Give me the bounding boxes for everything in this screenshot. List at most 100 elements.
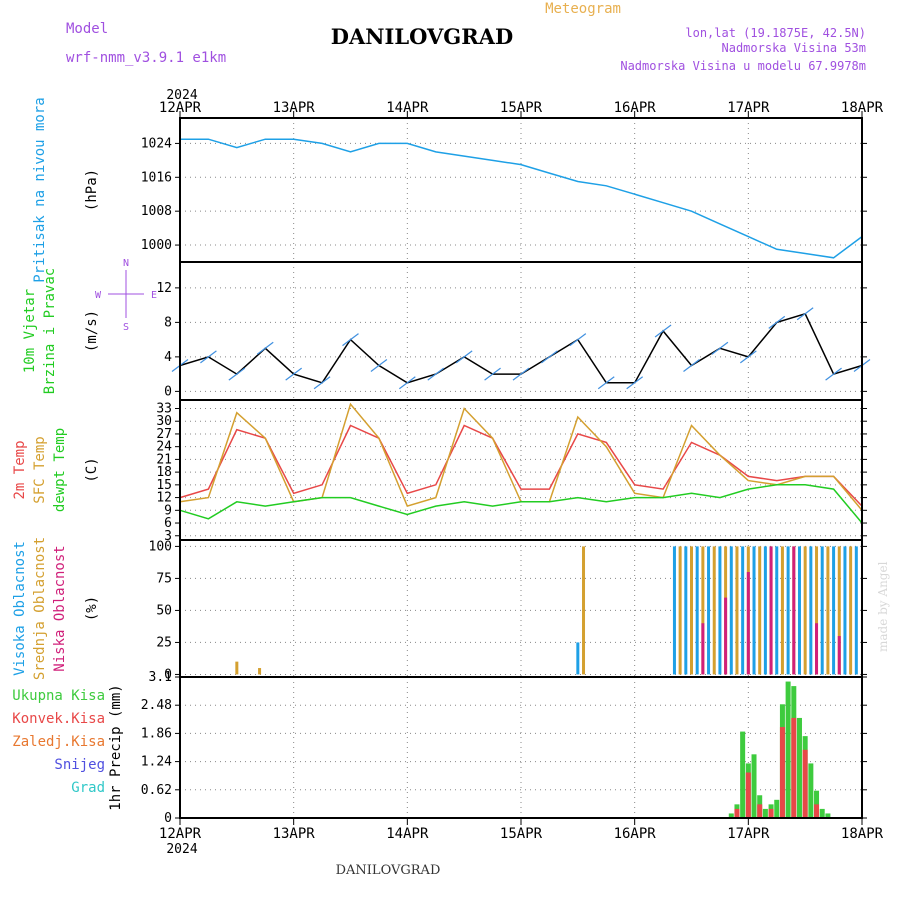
model-label: Model [66,21,108,37]
precip-unit-label: 1hr Precip (mm) [108,684,124,810]
bar-cloud_high [854,546,858,675]
bar-cloud_high [718,546,722,675]
footer-station: DANILOVGRAD [336,863,441,878]
panel-label-temp: SFC Temp [32,436,48,503]
y-tick-label: 33 [156,401,172,416]
panel-label-wind: Brzina i Pravac [42,268,58,394]
bar-cloud_high [672,546,676,675]
bar-cloud_mid [837,546,841,675]
y-tick-label: 15 [156,478,172,493]
compass-label: W [95,290,102,301]
bar-cloud_mid [815,546,819,675]
bar-cloud_mid [780,546,784,675]
bar-cloud_low [746,572,750,675]
line-temp2m [179,424,863,507]
bar-cloud_high [775,546,779,675]
model-elevation-label: Nadmorska Visina u modelu 67.9978m [620,59,866,73]
wind-barb [711,341,729,355]
bar-cloud_mid [758,546,762,675]
panel-unit-pressure: (hPa) [84,169,100,211]
y-tick-label: 100 [149,539,172,554]
wind-barb [768,315,786,329]
wind-barb [285,367,303,381]
y-tick-label: 3 [164,529,172,544]
bar-cloud_mid [826,546,830,675]
x-tick-label-bottom: 12APR [159,826,202,842]
bar-cloud_high [786,546,790,675]
y-tick-label: 12 [156,491,172,506]
bar-cloud_high [843,546,847,675]
meteogram-subtitle: Meteogram [545,1,621,17]
panel-label-clouds: Visoka Oblacnost [12,541,28,676]
wind-barb [228,367,246,381]
x-tick-label-top: 17APR [727,100,770,116]
bar-cloud_low [837,636,841,675]
grid-layer [180,118,862,819]
bar-cloud_mid [678,546,682,675]
wind-barb [342,333,359,347]
y-tick-label: 25 [156,635,172,650]
y-tick-label: 75 [156,571,172,586]
bar-precip_total [825,813,831,818]
bar-precip_total [774,799,780,818]
panel-unit-clouds: (%) [84,596,100,621]
panel-label-clouds: Niska Oblacnost [52,545,68,671]
y-tick-label: 24 [156,440,172,455]
line-pressure [180,138,863,259]
y-tick-label: 1.24 [141,755,172,770]
y-tick-label: 9 [164,503,172,518]
bar-cloud_high [752,546,756,675]
bar-cloud_high [695,546,699,675]
y-tick-label: 0.62 [141,783,172,798]
bar-precip_total [751,754,757,818]
bar-precip_conv [757,804,763,818]
bar-cloud_mid [735,546,739,675]
bar-cloud_high [763,546,767,675]
bar-cloud_mid [803,546,807,675]
bar-precip_total [819,808,825,818]
bar-cloud_high [576,642,580,675]
bar-cloud_low [701,623,705,675]
panel-label-clouds: Srednja Oblacnost [32,537,48,680]
y-tick-label: 1008 [141,204,172,219]
panel-label-temp: dewpt Temp [52,428,68,512]
bar-cloud_high [797,546,801,675]
bar-precip_conv [791,717,797,818]
precip-legend-label: Snijeg [54,757,105,773]
wind-barb [569,333,587,347]
bar-cloud_low [724,597,728,675]
precip-legend-label: Zaledj.Kisa [12,734,105,750]
precip-legend-label: Grad [71,780,105,796]
bar-cloud_high [707,546,711,675]
wind-barb [739,350,757,364]
x-tick-label-top: 12APR [159,100,202,116]
wind-barb [626,376,644,390]
wind-barb [256,341,274,355]
axis-layer [175,111,867,825]
wind-barb [597,376,615,390]
wind-barb [654,324,672,338]
y-tick-label: 0 [164,811,172,826]
bar-cloud_mid [701,546,705,675]
x-tick-label-top: 18APR [841,100,884,116]
y-tick-label: 1016 [141,170,172,185]
x-tick-label-bottom: 13APR [273,826,316,842]
wind-barb [313,376,331,390]
y-tick-label: 2.48 [141,698,172,713]
bar-precip_total [728,813,734,818]
x-tick-label-top: 16APR [614,100,657,116]
bar-precip_total [808,763,814,818]
x-tick-label-bottom: 14APR [386,826,429,842]
y-tick-label: 8 [164,315,172,330]
wind-barb [200,350,217,364]
x-tick-label-top: 14APR [386,100,429,116]
bar-precip_total [740,731,746,818]
lonlat-label: lon,lat (19.1875E, 42.5N) [685,26,866,40]
wind-barb [683,359,700,372]
bar-cloud_high [729,546,733,675]
bar-precip_conv [768,808,774,818]
compass-label: N [123,258,129,269]
bar-precip_total [796,717,802,818]
